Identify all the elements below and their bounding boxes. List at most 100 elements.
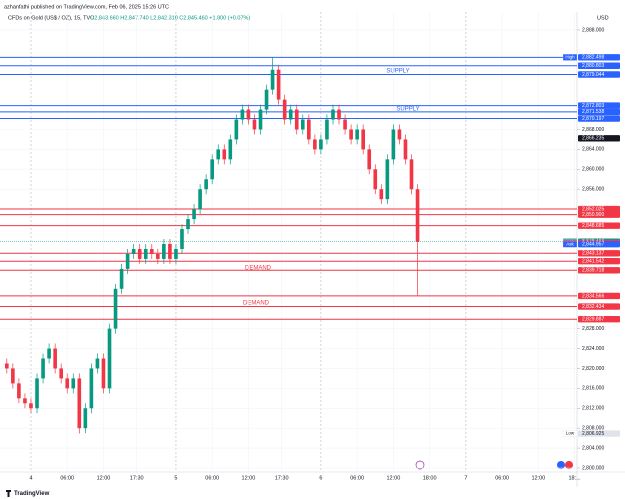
level-label: 2,850.900 — [582, 212, 604, 218]
x-tick-label: 4 — [29, 475, 32, 481]
candle-body — [349, 129, 353, 140]
level-tag-box — [562, 53, 578, 61]
publisher: azhanfathi published on TradingView.com,… — [4, 4, 169, 10]
candle-body — [180, 229, 184, 249]
y-tick-label: 2,864.000 — [582, 147, 604, 153]
candle-body — [29, 403, 33, 409]
candle-body — [131, 248, 136, 254]
candle-body — [143, 248, 148, 259]
y-tick-label: 2,856.000 — [582, 187, 604, 193]
brand: TradingView — [14, 491, 50, 497]
candle-body — [385, 159, 390, 200]
level-box — [578, 108, 620, 116]
x-tick-label: 5 — [174, 475, 177, 481]
candle-body — [343, 119, 347, 130]
candle-body — [337, 109, 341, 120]
candle-body — [294, 109, 299, 130]
level-box — [578, 115, 620, 122]
level-box — [578, 250, 620, 257]
candle-body — [23, 398, 27, 404]
y-tick-label: 2,804.000 — [582, 445, 604, 451]
y-tick-label: 2,828.000 — [582, 326, 604, 332]
marker-box — [578, 135, 620, 142]
y-tick-label: 2,808.000 — [582, 426, 604, 432]
level-label: 2,841.542 — [582, 259, 604, 265]
candle-body — [282, 99, 287, 120]
candle-body — [264, 89, 269, 110]
y-tick-label: 2,800.000 — [582, 465, 604, 471]
candle-body — [288, 109, 293, 120]
candle-body — [5, 363, 9, 369]
level-box — [578, 303, 620, 310]
candle-body — [258, 109, 263, 130]
candle-body — [186, 219, 190, 230]
marker-tag-box — [562, 240, 578, 248]
candle-body — [192, 209, 196, 220]
level-box — [578, 205, 620, 213]
candle-body — [174, 248, 178, 259]
candle-body — [367, 149, 372, 170]
candle-body — [119, 268, 124, 289]
candle-body — [95, 358, 100, 369]
level-box — [578, 102, 620, 109]
candle-body — [240, 109, 245, 120]
candle-body — [276, 69, 281, 100]
candle-body — [246, 109, 251, 120]
x-tick-label: 6 — [319, 475, 322, 481]
candle-body — [17, 383, 21, 399]
candle-body — [222, 149, 227, 160]
candle-body — [107, 328, 112, 389]
candle-body — [35, 378, 39, 409]
level-box — [578, 54, 620, 61]
symbol: CFDs on Gold (US$ / OZ), 15, TVC — [8, 15, 94, 21]
flag-icon[interactable] — [557, 461, 565, 469]
candle-body — [319, 139, 323, 150]
event-icon[interactable] — [415, 460, 425, 470]
level-tag: High — [565, 55, 575, 60]
y-tick-label: 2,888.000 — [582, 27, 604, 33]
candle-body — [397, 129, 402, 140]
candle-body — [71, 378, 76, 389]
y-tick-label: 2,816.000 — [582, 386, 604, 392]
candle-body — [47, 348, 51, 359]
candle-body — [228, 139, 233, 160]
logo-icon — [6, 490, 11, 497]
x-tick-label: 12:00 — [97, 475, 111, 481]
level-label: 2,834.566 — [582, 293, 604, 299]
currency: USD — [597, 15, 609, 21]
level-label: 2,829.887 — [582, 317, 604, 323]
level-box — [578, 316, 620, 323]
level-box — [578, 267, 620, 274]
zone-label: SUPPLY — [396, 107, 419, 113]
level-box — [578, 62, 620, 69]
x-tick-label: 7 — [464, 475, 467, 481]
x-tick-label: 06:00 — [495, 475, 509, 481]
candle-body — [325, 119, 329, 140]
candle-body — [59, 368, 63, 379]
level-box — [578, 258, 620, 265]
candle-body — [313, 139, 317, 150]
candle-body — [168, 243, 172, 259]
candle-body — [379, 189, 384, 200]
marker-tag: Ask — [566, 241, 574, 246]
candle-body — [361, 129, 365, 150]
level-label: 2,848.685 — [582, 223, 604, 229]
y-tick-label: 2,860.000 — [582, 167, 604, 173]
level-label: 2,843.137 — [582, 251, 604, 257]
marker-box — [578, 430, 620, 437]
flag-icon[interactable] — [565, 461, 573, 469]
x-tick-label: 17:30 — [130, 475, 144, 481]
candle-body — [373, 169, 378, 190]
candle-body — [113, 288, 118, 329]
candle-body — [41, 358, 45, 379]
footer — [0, 487, 625, 499]
candle-body — [415, 189, 420, 242]
candle-body — [216, 149, 221, 160]
y-tick-label: 2,868.000 — [582, 127, 604, 133]
marker-tag: Low — [566, 431, 575, 436]
x-tick-label: 06:00 — [60, 475, 74, 481]
x-tick-label: 12:00 — [531, 475, 545, 481]
zone-label: DEMAND — [245, 266, 272, 272]
zone-label: DEMAND — [243, 301, 270, 307]
candle-body — [162, 243, 166, 259]
